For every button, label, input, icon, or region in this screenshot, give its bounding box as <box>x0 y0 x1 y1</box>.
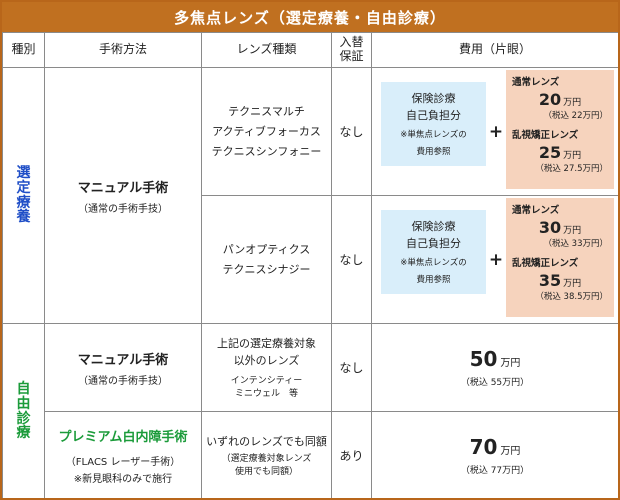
lens-cell: いずれのレンズでも同額 （選定療養対象レンズ 使用でも同額） <box>201 411 332 498</box>
lens-line: 上記の選定療養対象 <box>217 336 316 350</box>
category-char: 自 <box>16 381 31 398</box>
method-sub: （通常の手術手技） <box>78 375 168 387</box>
method-sub: （通常の手術手技） <box>78 203 168 215</box>
header-category: 種別 <box>2 32 45 68</box>
method-cell: マニュアル手術 （通常の手術手技） <box>44 67 202 324</box>
category-char: 定 <box>16 179 31 196</box>
cost-cell: 保険診療 自己負担分 ※単焦点レンズの 費用参照 + 通常レンズ 20 万円 （税… <box>371 67 618 196</box>
copay-note: 費用参照 <box>416 147 451 157</box>
method-cell: プレミアム白内障手術 （FLACS レーザー手術） ※新見眼科のみで施行 <box>44 411 202 498</box>
table-row: プレミアム白内障手術 （FLACS レーザー手術） ※新見眼科のみで施行 いずれ… <box>3 411 618 498</box>
astig-lens-price: 25 万円 <box>538 143 582 162</box>
copay-note: ※単焦点レンズの <box>400 258 467 268</box>
insurance-cell: なし <box>331 195 372 324</box>
category-char: 選 <box>16 165 31 182</box>
total-price: 50 万円 <box>469 347 521 371</box>
table-row: 選 定 療 養 マニュアル手術 （通常の手術手技） テクニスマルチ アクティブフ… <box>2 67 618 324</box>
lens-name: アクティブフォーカス <box>212 124 321 138</box>
table-title: 多焦点レンズ（選定療養・自由診療） <box>2 2 618 32</box>
lens-name: テクニスシナジー <box>222 262 311 276</box>
method-main: プレミアム白内障手術 <box>58 430 188 445</box>
copay-line: 保険診療 <box>411 92 456 105</box>
normal-lens-price: 20 万円 <box>538 90 582 109</box>
astig-lens-tax: （税込 27.5万円） <box>535 164 608 174</box>
copay-line: 自己負担分 <box>406 109 461 122</box>
header-cost: 費用（片眼） <box>371 32 618 68</box>
cost-cell: 50 万円 （税込 55万円） <box>371 323 618 412</box>
lens-name: パンオプティクス <box>222 242 311 256</box>
insurance-cell: なし <box>331 67 372 196</box>
normal-lens-label: 通常レンズ <box>512 77 560 88</box>
header-lens: レンズ種類 <box>201 32 332 68</box>
category-char: 療 <box>16 194 31 211</box>
lens-price-box: 通常レンズ 30 万円 （税込 33万円） 乱視矯正レンズ 35 万円 （税込 38… <box>506 198 614 317</box>
insurance-copay-box: 保険診療 自己負担分 ※単焦点レンズの 費用参照 <box>381 210 486 294</box>
lens-price-box: 通常レンズ 20 万円 （税込 22万円） 乱視矯正レンズ 25 万円 （税込 27… <box>506 70 614 189</box>
lens-note: （選定療養対象レンズ <box>221 453 312 464</box>
total-price-tax: （税込 77万円） <box>460 466 530 476</box>
table-row: パンオプティクス テクニスシナジー なし 保険診療 自己負担分 ※単焦点レンズの… <box>3 195 618 324</box>
plus-sign: + <box>488 121 504 142</box>
total-price: 70 万円 <box>469 435 521 459</box>
lens-cell: パンオプティクス テクニスシナジー <box>201 195 332 324</box>
lens-example: インテンシティー <box>230 375 303 386</box>
astig-lens-label: 乱視矯正レンズ <box>512 130 579 141</box>
header-method: 手術方法 <box>44 32 202 68</box>
header-row: 種別 手術方法 レンズ種類 入替 保証 費用（片眼） <box>2 32 618 68</box>
copay-line: 保険診療 <box>411 220 456 233</box>
copay-note: ※単焦点レンズの <box>400 130 467 140</box>
lens-name: テクニスシンフォニー <box>211 144 322 158</box>
method-sub: （FLACS レーザー手術） <box>65 457 181 468</box>
total-price-tax: （税込 55万円） <box>460 378 530 388</box>
method-main: マニュアル手術 <box>77 180 169 196</box>
normal-lens-tax: （税込 22万円） <box>543 111 608 121</box>
cost-cell: 保険診療 自己負担分 ※単焦点レンズの 費用参照 + 通常レンズ 30 万円 （税… <box>371 195 618 324</box>
normal-lens-tax: （税込 33万円） <box>543 239 608 249</box>
method-note: ※新見眼科のみで施行 <box>73 474 173 485</box>
astig-lens-price: 35 万円 <box>538 271 582 290</box>
header-insurance-line1: 入替 <box>339 35 364 50</box>
category-char: 診 <box>16 410 31 427</box>
category-char: 療 <box>16 425 31 442</box>
lens-line: 以外のレンズ <box>233 353 300 367</box>
category-char: 由 <box>16 395 31 412</box>
category-char: 養 <box>16 209 31 226</box>
insurance-cell: あり <box>331 411 372 498</box>
method-cell: マニュアル手術 （通常の手術手技） <box>44 323 202 412</box>
cost-cell: 70 万円 （税込 77万円） <box>371 411 618 498</box>
astig-lens-label: 乱視矯正レンズ <box>512 258 579 269</box>
method-main: マニュアル手術 <box>77 352 169 368</box>
insurance-copay-box: 保険診療 自己負担分 ※単焦点レンズの 費用参照 <box>381 82 486 166</box>
lens-line: いずれのレンズでも同額 <box>206 434 327 448</box>
header-insurance-line2: 保証 <box>339 49 364 63</box>
header-insurance: 入替 保証 <box>331 32 372 68</box>
normal-lens-price: 30 万円 <box>538 218 582 237</box>
category-free: 自 由 診 療 <box>2 323 45 498</box>
lens-cell: 上記の選定療養対象 以外のレンズ インテンシティー ミニウェル 等 <box>201 323 332 412</box>
normal-lens-label: 通常レンズ <box>512 205 560 216</box>
lens-pricing-table: 種別 手術方法 レンズ種類 入替 保証 費用（片眼） 選 定 療 養 マニュアル… <box>2 32 618 498</box>
lens-name: テクニスマルチ <box>228 104 305 118</box>
category-selective: 選 定 療 養 <box>2 67 45 324</box>
copay-line: 自己負担分 <box>406 237 461 250</box>
plus-sign: + <box>488 249 504 270</box>
insurance-cell: なし <box>331 323 372 412</box>
lens-example: ミニウェル 等 <box>234 388 298 399</box>
astig-lens-tax: （税込 38.5万円） <box>535 292 608 302</box>
table-row: 自 由 診 療 マニュアル手術 （通常の手術手技） 上記の選定療養対象 以外のレ… <box>2 323 618 498</box>
copay-note: 費用参照 <box>416 275 451 285</box>
lens-note: 使用でも同額） <box>234 466 298 477</box>
lens-cell: テクニスマルチ アクティブフォーカス テクニスシンフォニー <box>201 67 332 196</box>
